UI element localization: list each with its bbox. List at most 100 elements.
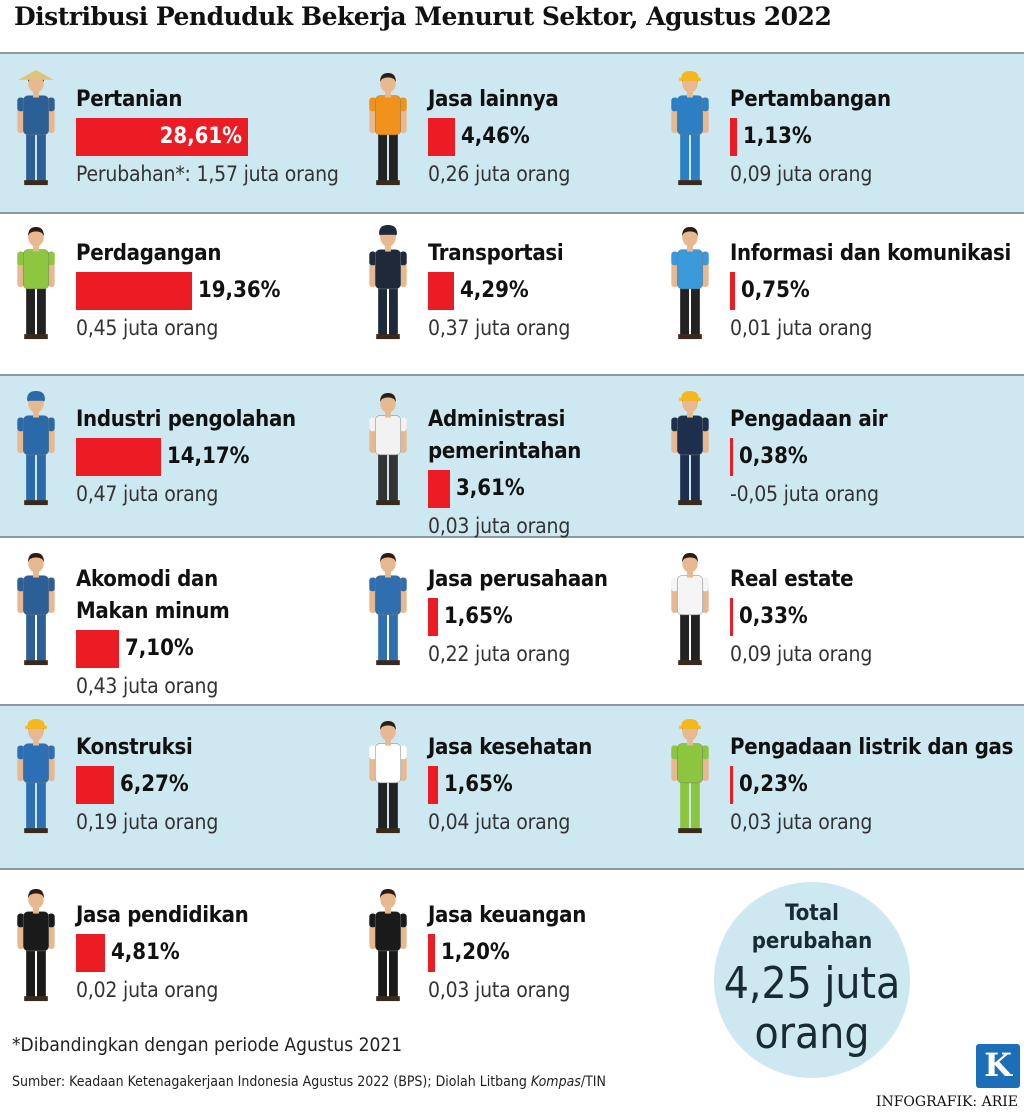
sector-label: Pertanian — [76, 87, 183, 112]
sector-change: 0,26 juta orang — [428, 162, 571, 186]
sector-percent: 1,65% — [444, 772, 513, 797]
sector-worker-icon — [671, 552, 709, 666]
sector-worker-icon — [17, 888, 55, 1002]
sector-label: Jasa perusahaan — [428, 567, 608, 592]
sector-change: 0,19 juta orang — [76, 810, 219, 834]
sector-worker-icon — [671, 226, 709, 340]
total-label-2: perubahan — [751, 929, 873, 954]
sector-label: Makan minum — [76, 599, 230, 624]
sector-percent: 19,36% — [198, 278, 281, 303]
sector-percent: 4,46% — [461, 124, 530, 149]
sector-cell: Pengadaan air 0,38% -0,05 juta orang — [668, 390, 1008, 540]
divider — [0, 212, 1024, 214]
sector-percent: 6,27% — [120, 772, 189, 797]
row-band-5 — [0, 706, 1024, 868]
sector-change: 0,03 juta orang — [730, 810, 873, 834]
sector-cell: Perdagangan 19,36% 0,45 juta orang — [14, 224, 354, 374]
sector-cell: Jasa lainnya 4,46% 0,26 juta orang — [366, 70, 706, 220]
sector-percent: 7,10% — [125, 636, 194, 661]
sector-change: Perubahan*: 1,57 juta orang — [76, 162, 339, 186]
sector-worker-icon — [369, 552, 407, 666]
row-band-3 — [0, 376, 1024, 536]
sector-cell: Pertambangan 1,13% 0,09 juta orang — [668, 70, 1008, 220]
sector-bar — [76, 438, 161, 476]
kompas-logo: K — [976, 1044, 1020, 1088]
sector-cell: Jasa pendidikan 4,81% 0,02 juta orang — [14, 886, 354, 1036]
sector-percent: 0,38% — [739, 444, 808, 469]
sector-worker-icon — [17, 390, 55, 506]
sector-cell: Transportasi 4,29% 0,37 juta orang — [366, 224, 706, 374]
sector-label: Real estate — [730, 567, 854, 592]
sector-bar — [76, 272, 192, 310]
sector-bar — [730, 766, 733, 804]
sector-percent: 1,65% — [444, 604, 513, 629]
divider — [0, 536, 1024, 538]
divider — [0, 52, 1024, 54]
sector-percent: 4,29% — [460, 278, 529, 303]
sector-cell: Pengadaan listrik dan gas 0,23% 0,03 juta … — [668, 718, 1013, 868]
source-prefix: Sumber: Keadaan Ketenagakerjaan Indonesi… — [12, 1074, 531, 1090]
sector-cell: Konstruksi 6,27% 0,19 juta orang — [14, 718, 354, 868]
sector-bar — [76, 766, 114, 804]
sector-worker-icon — [369, 392, 407, 506]
source-italic: Kompas — [530, 1074, 581, 1090]
sector-change: 0,03 juta orang — [428, 514, 571, 538]
sector-percent: 0,75% — [741, 278, 810, 303]
page-title: Distribusi Penduduk Bekerja Menurut Sekt… — [14, 2, 832, 31]
sector-bar — [730, 272, 735, 310]
sector-cell: Jasa keuangan 1,20% 0,03 juta orang — [366, 886, 706, 1036]
sector-change: 0,09 juta orang — [730, 642, 873, 666]
sector-change: 0,43 juta orang — [76, 674, 219, 698]
total-value: 4,25 juta — [723, 958, 901, 1009]
sector-worker-icon — [369, 888, 407, 1002]
sector-change: 0,03 juta orang — [428, 978, 571, 1002]
sector-label: Pengadaan air — [730, 407, 888, 432]
sector-percent: 4,81% — [111, 940, 180, 965]
sector-percent: 1,20% — [441, 940, 510, 965]
sector-label: Akomodi dan — [76, 567, 218, 592]
credit-line: INFOGRAFIK: ARIE — [875, 1094, 1018, 1110]
sector-label: Transportasi — [428, 241, 564, 266]
sector-change: 0,01 juta orang — [730, 316, 873, 340]
sector-change: 0,47 juta orang — [76, 482, 219, 506]
sector-worker-icon — [671, 390, 709, 506]
sector-bar — [76, 630, 119, 668]
logo-letter: K — [984, 1046, 1012, 1084]
sector-percent: 0,33% — [739, 604, 808, 629]
divider — [0, 374, 1024, 376]
sector-bar — [76, 934, 105, 972]
sector-bar — [428, 766, 438, 804]
sector-worker-icon — [369, 72, 407, 186]
sector-change: 0,22 juta orang — [428, 642, 571, 666]
sector-cell: Jasa kesehatan 1,65% 0,04 juta orang — [366, 718, 706, 868]
source-line: Sumber: Keadaan Ketenagakerjaan Indonesi… — [12, 1074, 606, 1090]
sector-percent: 28,61% — [159, 124, 242, 149]
sector-change: 0,02 juta orang — [76, 978, 219, 1002]
sector-cell: Informasi dan komunikasi 0,75% 0,01 juta o… — [668, 224, 1011, 374]
sector-label: Pertambangan — [730, 87, 891, 112]
sector-change: 0,09 juta orang — [730, 162, 873, 186]
sector-worker-icon — [369, 720, 407, 834]
sector-worker-icon — [17, 70, 55, 186]
divider — [0, 868, 1024, 870]
sector-percent: 1,13% — [743, 124, 812, 149]
sector-percent: 3,61% — [456, 476, 525, 501]
sector-percent: 14,17% — [167, 444, 250, 469]
sector-label: Informasi dan komunikasi — [730, 241, 1011, 266]
sector-percent: 0,23% — [739, 772, 808, 797]
sector-cell: Pertanian 28,61% Perubahan*: 1,57 juta ora… — [14, 70, 354, 220]
sector-bar — [730, 438, 733, 476]
sector-bar — [428, 272, 454, 310]
sector-label: Pengadaan listrik dan gas — [730, 735, 1014, 760]
sector-label: Jasa kesehatan — [428, 735, 593, 760]
sector-label: Industri pengolahan — [76, 407, 296, 432]
sector-worker-icon — [17, 718, 55, 834]
sector-bar — [76, 118, 248, 156]
source-suffix: /TIN — [580, 1074, 606, 1090]
footnote: *Dibandingkan dengan periode Agustus 202… — [12, 1034, 403, 1056]
sector-label: Jasa pendidikan — [76, 903, 249, 928]
sector-cell: Akomodi dan Makan minum 7,10% 0,43 juta ora… — [14, 550, 354, 700]
sector-bar — [428, 118, 455, 156]
sector-label: Perdagangan — [76, 241, 222, 266]
sector-worker-icon — [671, 718, 709, 834]
